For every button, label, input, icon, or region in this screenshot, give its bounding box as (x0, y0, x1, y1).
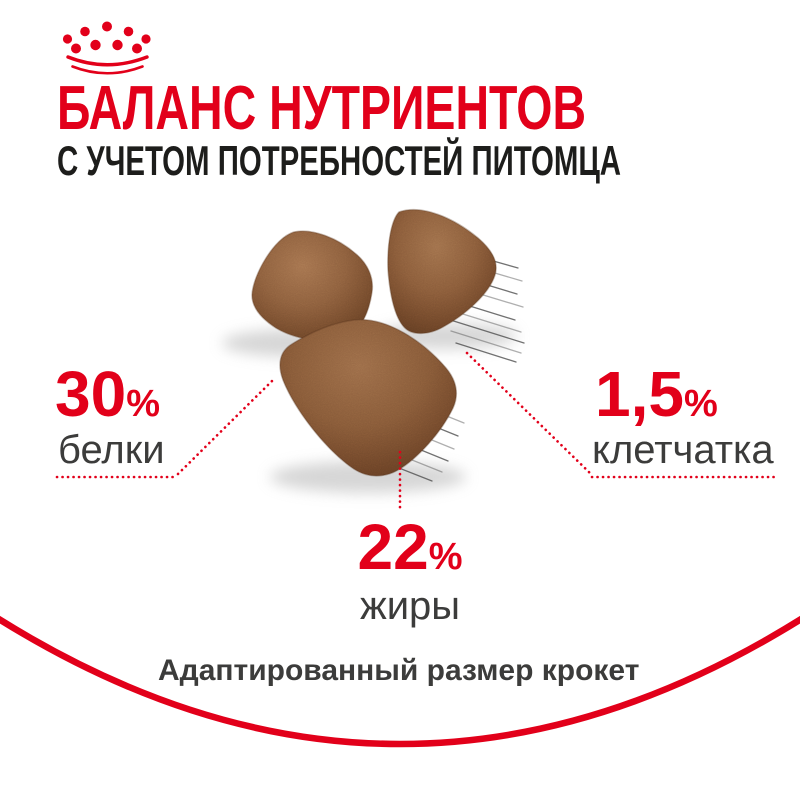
protein-unit: % (126, 383, 160, 425)
leader-line-fiber-diagonal (465, 351, 594, 477)
kibble-size-caption: Адаптированный размер крокет (158, 654, 640, 687)
fiber-label: клетчатка (592, 428, 774, 472)
protein-label: белки (58, 428, 165, 472)
protein-value: 30 (55, 358, 127, 430)
fat-value: 22 (357, 511, 429, 583)
bottom-arc-line (0, 615, 800, 748)
fiber-value: 1,5 (595, 358, 684, 430)
page-title-text: БАЛАНС НУТРИЕНТОВ (57, 74, 587, 143)
protein-percentage: 30% (55, 362, 160, 426)
fiber-percentage: 1,5% (595, 362, 718, 426)
fat-percentage: 22% (330, 515, 490, 579)
leader-line-protein-diagonal (176, 379, 274, 476)
royal-canin-crown-icon (62, 21, 151, 75)
fat-label: жиры (359, 584, 461, 628)
fiber-unit: % (683, 383, 718, 425)
kibble-piece-2 (387, 208, 497, 335)
fat-unit: % (428, 536, 463, 578)
page-subtitle: С УЧЕТОМ ПОТРЕБНОСТЕЙ ПИТОМЦА (57, 140, 800, 182)
page-title: БАЛАНС НУТРИЕНТОВ (57, 78, 762, 140)
page-subtitle-text: С УЧЕТОМ ПОТРЕБНОСТЕЙ ПИТОМЦА (57, 137, 622, 184)
